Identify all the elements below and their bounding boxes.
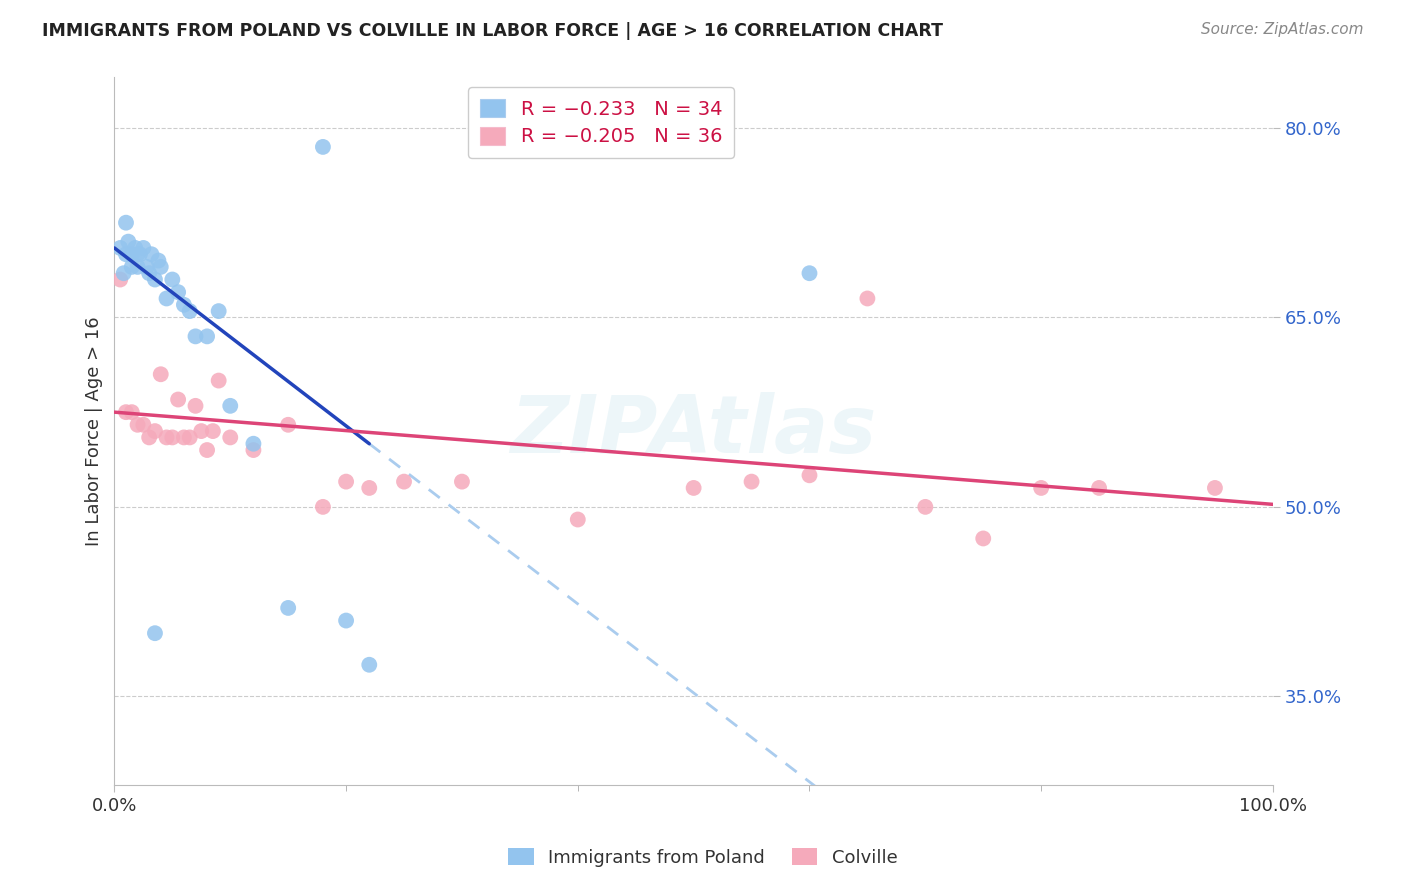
Point xyxy=(117,235,139,249)
Point xyxy=(141,247,163,261)
Legend: R = −0.233   N = 34, R = −0.205   N = 36: R = −0.233 N = 34, R = −0.205 N = 36 xyxy=(468,87,734,158)
Point xyxy=(149,260,172,274)
Point xyxy=(135,260,157,274)
Point xyxy=(132,417,155,432)
Point xyxy=(108,241,131,255)
Point xyxy=(127,260,149,274)
Point xyxy=(359,481,381,495)
Point xyxy=(312,140,335,154)
Point xyxy=(143,424,166,438)
Point xyxy=(162,272,184,286)
Point xyxy=(115,405,138,419)
Point xyxy=(242,443,264,458)
Point xyxy=(149,368,172,382)
Point xyxy=(127,417,149,432)
Point xyxy=(451,475,474,489)
Point xyxy=(127,247,149,261)
Point xyxy=(219,430,242,444)
Point xyxy=(219,399,242,413)
Point xyxy=(179,430,201,444)
Point xyxy=(312,500,335,514)
Point xyxy=(856,292,879,306)
Point xyxy=(392,475,415,489)
Point xyxy=(121,260,143,274)
Point xyxy=(173,430,195,444)
Point xyxy=(132,241,155,255)
Point xyxy=(208,304,231,318)
Point xyxy=(173,298,195,312)
Point xyxy=(184,329,207,343)
Point xyxy=(741,475,763,489)
Point xyxy=(167,285,190,300)
Point xyxy=(138,266,160,280)
Point xyxy=(155,430,177,444)
Point xyxy=(167,392,190,407)
Point xyxy=(179,304,201,318)
Point xyxy=(277,601,299,615)
Point xyxy=(277,417,299,432)
Point xyxy=(914,500,936,514)
Point xyxy=(208,374,231,388)
Text: IMMIGRANTS FROM POLAND VS COLVILLE IN LABOR FORCE | AGE > 16 CORRELATION CHART: IMMIGRANTS FROM POLAND VS COLVILLE IN LA… xyxy=(42,22,943,40)
Point xyxy=(195,329,218,343)
Point xyxy=(184,399,207,413)
Point xyxy=(108,272,131,286)
Point xyxy=(112,266,135,280)
Point xyxy=(195,443,218,458)
Point xyxy=(190,424,212,438)
Point xyxy=(155,292,177,306)
Point xyxy=(335,475,357,489)
Point xyxy=(799,468,821,483)
Point xyxy=(799,266,821,280)
Point xyxy=(148,253,170,268)
Point xyxy=(124,241,146,255)
Point xyxy=(143,272,166,286)
Point xyxy=(1204,481,1226,495)
Point xyxy=(1088,481,1111,495)
Point xyxy=(1031,481,1053,495)
Point xyxy=(335,614,357,628)
Legend: Immigrants from Poland, Colville: Immigrants from Poland, Colville xyxy=(502,841,904,874)
Point xyxy=(115,247,138,261)
Point xyxy=(143,626,166,640)
Text: Source: ZipAtlas.com: Source: ZipAtlas.com xyxy=(1201,22,1364,37)
Point xyxy=(115,216,138,230)
Point xyxy=(567,512,589,526)
Point xyxy=(162,430,184,444)
Point xyxy=(121,405,143,419)
Point xyxy=(201,424,224,438)
Text: ZIPAtlas: ZIPAtlas xyxy=(510,392,877,470)
Point xyxy=(242,436,264,450)
Y-axis label: In Labor Force | Age > 16: In Labor Force | Age > 16 xyxy=(86,317,103,546)
Point xyxy=(128,247,150,261)
Point xyxy=(359,657,381,672)
Point xyxy=(121,247,143,261)
Point xyxy=(682,481,704,495)
Point xyxy=(972,532,994,546)
Point xyxy=(138,430,160,444)
